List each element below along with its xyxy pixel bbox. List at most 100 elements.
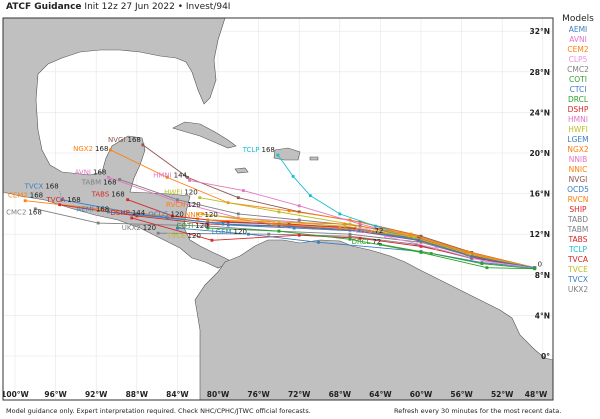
model-end-label: CLP5	[355, 227, 372, 235]
track-end-label: UKX2 120	[122, 224, 156, 232]
legend-item-nvgi[interactable]: NVGI	[568, 175, 588, 184]
legend-item-dshp[interactable]: DSHP	[567, 105, 589, 114]
track-point	[348, 222, 352, 226]
legend-item-nnic[interactable]: NNIC	[568, 165, 588, 174]
legend-item-tabs[interactable]: TABS	[568, 235, 588, 244]
map-frame	[2, 17, 554, 401]
track-point	[485, 266, 489, 270]
track-point	[96, 221, 100, 225]
track-line	[207, 227, 535, 270]
track-point	[226, 220, 230, 224]
legend-item-tclp[interactable]: TCLP	[568, 245, 588, 254]
legend-item-drcl[interactable]: DRCL	[567, 95, 589, 104]
model-end-label: LGEM	[212, 228, 232, 236]
track-point	[297, 220, 301, 224]
legend-item-tvce[interactable]: TVCE	[568, 265, 588, 274]
legend-item-ship[interactable]: SHIP	[569, 205, 587, 214]
lon-tick-label: 80°W	[207, 390, 230, 399]
legend-item-nnib[interactable]: NNIB	[568, 155, 588, 164]
track-point	[348, 232, 352, 236]
legend-item-lgem[interactable]: LGEM	[567, 135, 589, 144]
lon-tick-label: 64°W	[369, 390, 392, 399]
track-point	[241, 189, 245, 192]
map-title: ATCF Guidance Init 12z 27 Jun 2022 • Inv…	[6, 2, 230, 12]
forecast-hour-label: 168	[95, 145, 108, 153]
land	[3, 18, 553, 400]
track-end-label: LGEM 120	[212, 228, 247, 236]
origin-label: 0	[538, 261, 542, 269]
lat-tick-label: 20°N	[530, 149, 550, 158]
model-end-label: HMNI	[153, 171, 172, 179]
forecast-hour-label: 168	[45, 183, 58, 191]
track-point	[206, 222, 210, 226]
lon-tick-label: 76°W	[247, 390, 270, 399]
legend-item-rvcn[interactable]: RVCN	[567, 195, 589, 204]
track-point	[198, 196, 202, 200]
legend-item-cem2[interactable]: CEM2	[567, 45, 589, 54]
legend-item-ctci[interactable]: CTCI	[569, 85, 587, 94]
track-point	[292, 226, 296, 230]
legend-item-ngx2[interactable]: NGX2	[567, 145, 589, 154]
legend-item-ukx2[interactable]: UKX2	[567, 285, 589, 294]
track-point	[156, 231, 160, 235]
model-end-label: AVNI	[75, 168, 91, 176]
track-line	[380, 243, 535, 270]
track-drcl[interactable]	[379, 242, 537, 271]
cuba	[172, 121, 237, 149]
track-end-label: NNIC 120	[185, 211, 218, 219]
legend-item-tabm[interactable]: TABM	[567, 225, 589, 234]
model-end-label: TVCE	[166, 232, 185, 240]
track-point	[176, 198, 179, 202]
track-point	[109, 148, 112, 152]
legend-item-hmni[interactable]: HMNI	[568, 115, 588, 124]
track-point	[429, 252, 433, 255]
track-point	[165, 216, 169, 220]
legend-item-tvca[interactable]: TVCA	[567, 255, 589, 264]
track-point	[176, 200, 179, 204]
legend-item-hwfi[interactable]: HWFI	[568, 125, 588, 134]
track-point	[267, 232, 271, 236]
legend-item-avni[interactable]: AVNI	[569, 35, 587, 44]
model-end-label: DRCL	[352, 238, 371, 246]
legend-item-ocd5[interactable]: OCD5	[567, 185, 589, 194]
track-point	[201, 212, 205, 216]
forecast-hour-label: 72	[372, 238, 381, 246]
track-point	[272, 222, 276, 226]
puerto-rico	[309, 156, 319, 161]
model-end-label: COTI	[177, 222, 194, 230]
forecast-hour-label: 144	[132, 209, 146, 217]
track-end-label: HWFI 120	[164, 189, 198, 197]
track-point	[358, 229, 362, 233]
track-point	[206, 224, 210, 228]
track-point	[414, 242, 418, 246]
legend-item-coti[interactable]: COTI	[569, 75, 587, 84]
legend-item-cmc2[interactable]: CMC2	[567, 65, 589, 74]
legend-item-clp5[interactable]: CLP5	[568, 55, 588, 64]
track-point	[126, 198, 130, 202]
forecast-hour-label: 120	[187, 201, 200, 209]
legend-item-tvcx[interactable]: TVCX	[567, 275, 589, 284]
track-point	[412, 235, 416, 239]
track-point	[115, 209, 118, 213]
legend-item-aemi[interactable]: AEMI	[568, 25, 588, 34]
track-point	[343, 222, 347, 226]
track-point	[210, 238, 214, 242]
track-point	[165, 175, 169, 179]
footer-refresh-note: Refresh every 30 minutes for the most re…	[394, 407, 562, 415]
forecast-hour-label: 120	[195, 222, 208, 230]
track-point	[480, 262, 484, 266]
track-point	[277, 210, 281, 214]
track-point	[343, 224, 347, 228]
track-end-label: AVNI 168	[75, 168, 107, 176]
lon-tick-label: 84°W	[166, 390, 189, 399]
track-point	[348, 237, 352, 241]
track-line	[119, 178, 535, 269]
forecast-hour-label: 120	[204, 211, 217, 219]
model-end-label: UKX2	[122, 224, 141, 232]
track-point	[308, 194, 312, 198]
track-point	[358, 222, 362, 226]
north-america-land	[3, 18, 233, 269]
track-point	[33, 207, 37, 211]
track-point	[338, 226, 342, 230]
legend-item-tabd[interactable]: TABD	[567, 215, 589, 224]
